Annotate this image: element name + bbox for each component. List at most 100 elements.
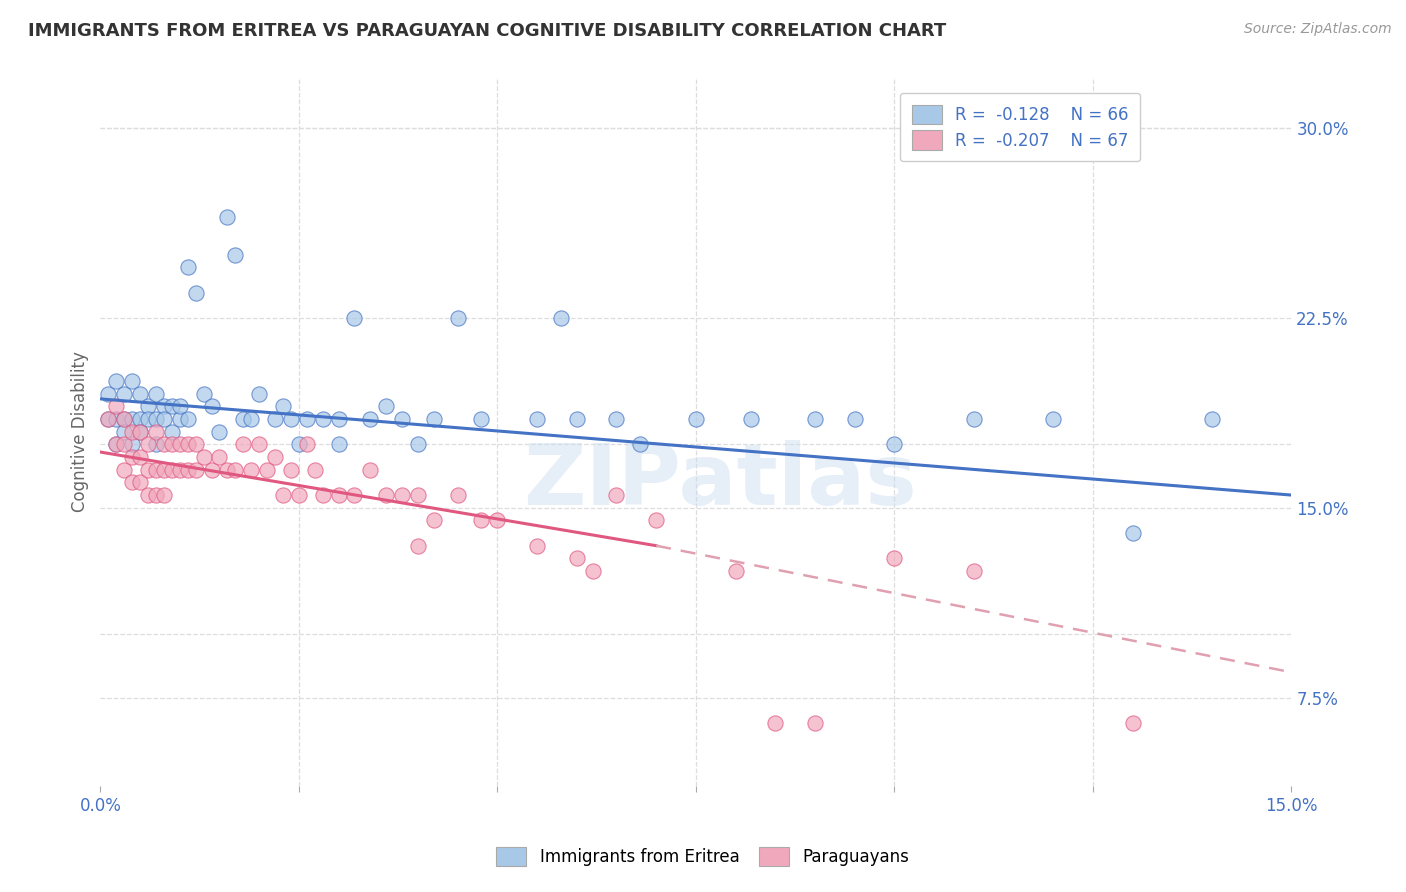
Point xyxy=(883,437,905,451)
Point xyxy=(288,437,311,451)
Point xyxy=(328,488,350,502)
Point xyxy=(184,437,207,451)
Point xyxy=(160,437,183,451)
Point xyxy=(176,260,198,275)
Point xyxy=(264,412,287,426)
Point xyxy=(136,437,159,451)
Point xyxy=(200,463,222,477)
Point xyxy=(176,412,198,426)
Point xyxy=(153,400,176,414)
Point xyxy=(193,387,215,401)
Point xyxy=(224,247,246,261)
Point xyxy=(328,412,350,426)
Point xyxy=(129,425,152,439)
Point xyxy=(112,387,135,401)
Point xyxy=(565,412,588,426)
Point xyxy=(217,463,239,477)
Point xyxy=(288,488,311,502)
Point xyxy=(328,437,350,451)
Point xyxy=(184,463,207,477)
Point xyxy=(121,437,143,451)
Point xyxy=(145,463,167,477)
Point xyxy=(375,400,398,414)
Point xyxy=(121,412,143,426)
Point xyxy=(136,463,159,477)
Point xyxy=(232,412,254,426)
Point xyxy=(232,437,254,451)
Point xyxy=(406,488,429,502)
Point xyxy=(280,412,302,426)
Point xyxy=(343,310,366,325)
Point xyxy=(1201,412,1223,426)
Point xyxy=(136,412,159,426)
Point xyxy=(391,488,413,502)
Point xyxy=(129,387,152,401)
Point xyxy=(804,715,827,730)
Point xyxy=(240,463,263,477)
Point xyxy=(208,425,231,439)
Point xyxy=(153,463,176,477)
Point xyxy=(112,412,135,426)
Point xyxy=(145,425,167,439)
Point xyxy=(740,412,762,426)
Point xyxy=(112,437,135,451)
Point xyxy=(121,374,143,388)
Point xyxy=(963,564,986,578)
Point xyxy=(129,475,152,490)
Point xyxy=(605,488,627,502)
Point xyxy=(295,437,318,451)
Point xyxy=(486,513,509,527)
Point xyxy=(763,715,786,730)
Point xyxy=(136,488,159,502)
Y-axis label: Cognitive Disability: Cognitive Disability xyxy=(72,351,89,512)
Point xyxy=(565,551,588,566)
Point xyxy=(247,387,270,401)
Point xyxy=(1042,412,1064,426)
Point xyxy=(271,400,294,414)
Text: IMMIGRANTS FROM ERITREA VS PARAGUAYAN COGNITIVE DISABILITY CORRELATION CHART: IMMIGRANTS FROM ERITREA VS PARAGUAYAN CO… xyxy=(28,22,946,40)
Point xyxy=(169,463,191,477)
Point xyxy=(184,285,207,300)
Point xyxy=(129,450,152,464)
Point xyxy=(97,412,120,426)
Point xyxy=(112,425,135,439)
Point xyxy=(280,463,302,477)
Point xyxy=(121,425,143,439)
Point xyxy=(406,437,429,451)
Point xyxy=(129,425,152,439)
Point xyxy=(217,210,239,224)
Point xyxy=(804,412,827,426)
Point xyxy=(105,400,128,414)
Point xyxy=(105,437,128,451)
Point xyxy=(256,463,278,477)
Point xyxy=(136,400,159,414)
Point xyxy=(153,488,176,502)
Point xyxy=(470,513,492,527)
Point xyxy=(423,412,446,426)
Point xyxy=(359,412,381,426)
Point xyxy=(271,488,294,502)
Point xyxy=(97,412,120,426)
Point xyxy=(311,488,333,502)
Point xyxy=(153,412,176,426)
Point xyxy=(645,513,668,527)
Point xyxy=(129,412,152,426)
Point xyxy=(193,450,215,464)
Point xyxy=(160,400,183,414)
Point xyxy=(581,564,603,578)
Point xyxy=(105,437,128,451)
Point xyxy=(295,412,318,426)
Point xyxy=(1122,715,1144,730)
Point xyxy=(169,437,191,451)
Point xyxy=(724,564,747,578)
Point xyxy=(97,387,120,401)
Point xyxy=(145,412,167,426)
Point xyxy=(883,551,905,566)
Point xyxy=(105,412,128,426)
Point xyxy=(153,437,176,451)
Point xyxy=(121,450,143,464)
Point xyxy=(176,437,198,451)
Point xyxy=(121,475,143,490)
Legend: R =  -0.128    N = 66, R =  -0.207    N = 67: R = -0.128 N = 66, R = -0.207 N = 67 xyxy=(900,93,1140,161)
Point xyxy=(208,450,231,464)
